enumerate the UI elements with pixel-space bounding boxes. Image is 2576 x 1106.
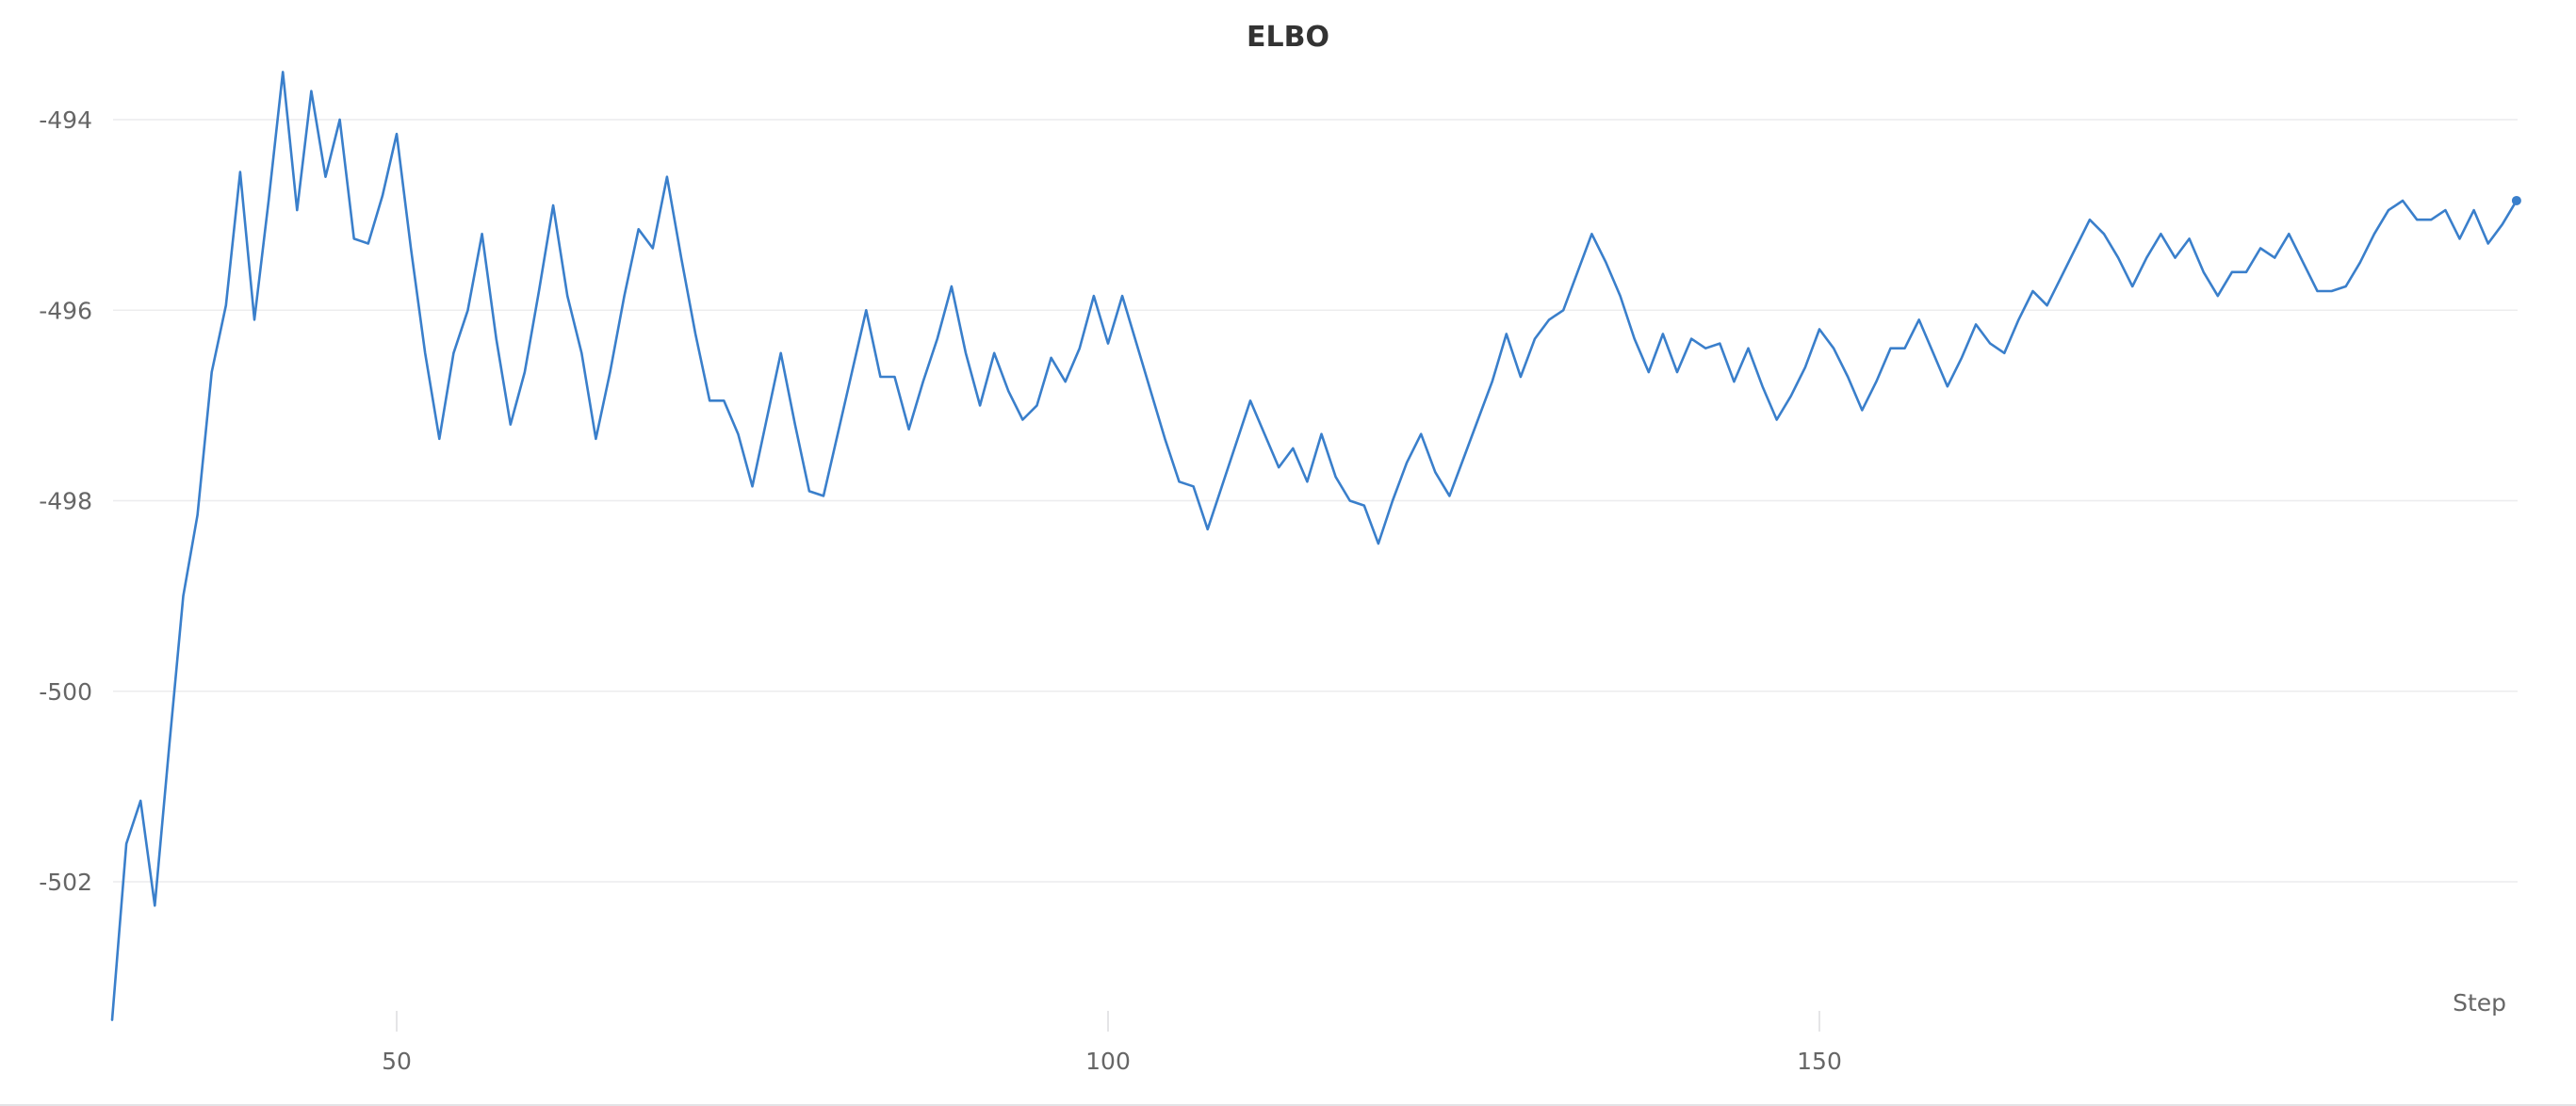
y-tick-label: -498	[39, 488, 92, 515]
x-tick-label: 150	[1797, 1048, 1842, 1075]
x-axis: 50 100 150	[382, 1011, 1842, 1075]
y-tick-label: -502	[39, 869, 92, 896]
y-tick-label: -496	[39, 297, 92, 324]
x-axis-label: Step	[2453, 989, 2506, 1017]
grid-layer	[113, 119, 2518, 883]
x-tick-label: 100	[1085, 1048, 1131, 1075]
y-axis: -494 -496 -498 -500 -502	[39, 106, 92, 896]
y-tick-label: -494	[39, 106, 92, 134]
y-tick-label: -500	[39, 678, 92, 706]
last-point-marker	[2511, 195, 2521, 205]
series-layer	[110, 71, 2521, 1021]
chart-title: ELBO	[1247, 21, 1329, 54]
x-tick-label: 50	[382, 1048, 412, 1075]
series-line	[110, 71, 2519, 1021]
